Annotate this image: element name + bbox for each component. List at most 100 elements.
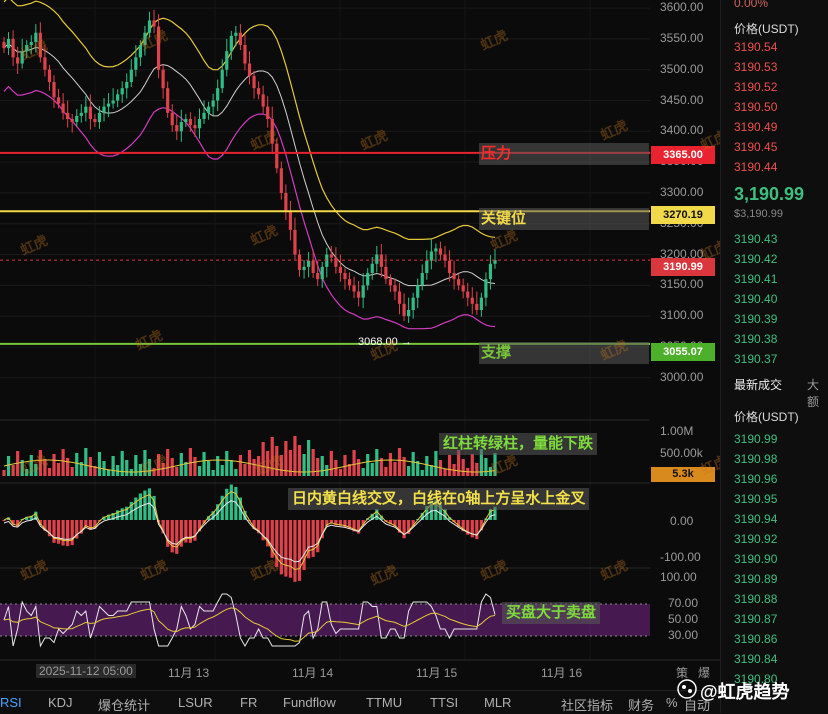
trade-price-row[interactable]: 3190.92	[734, 532, 778, 546]
volume-bar	[197, 466, 202, 476]
macd-bar	[116, 510, 120, 520]
ask-price-row[interactable]: 3190.45	[734, 140, 778, 154]
volume-bar	[493, 453, 497, 476]
candle-body	[143, 32, 147, 46]
volume-bar	[329, 451, 333, 476]
volume-bar	[347, 464, 352, 476]
macd-bar	[234, 487, 238, 520]
macd-bar	[475, 520, 479, 540]
bid-price-row[interactable]: 3190.37	[734, 352, 778, 366]
volume-bar	[447, 455, 452, 476]
candle-body	[393, 285, 397, 292]
bid-price-row[interactable]: 3190.43	[734, 232, 778, 246]
volume-bar	[20, 460, 24, 476]
volume-bar	[293, 436, 297, 476]
trade-price-row[interactable]: 3190.87	[734, 612, 778, 626]
ask-price-row[interactable]: 3190.52	[734, 80, 778, 94]
side-tool-text[interactable]: 爆	[698, 666, 711, 680]
ask-price-row[interactable]: 3190.53	[734, 60, 778, 74]
macd-bar	[352, 520, 356, 532]
rsi-tick: 50.00	[668, 612, 699, 626]
price-tick: 3300.00	[660, 184, 704, 199]
volume-bar	[338, 469, 343, 476]
price-tick: 3000.00	[660, 369, 704, 384]
trade-price-row[interactable]: 3190.89	[734, 572, 778, 586]
bid-price-row[interactable]: 3190.41	[734, 272, 778, 286]
indicator-tab[interactable]: 自动	[684, 698, 711, 713]
volume-bar	[479, 449, 483, 476]
volume-bar	[384, 467, 388, 476]
indicator-tab[interactable]: 财务	[628, 698, 655, 713]
candle-body	[220, 69, 224, 89]
bid-price-row[interactable]: 3190.38	[734, 332, 778, 346]
price-chart[interactable]	[0, 0, 720, 690]
macd-bar	[343, 520, 347, 527]
macd-bar	[193, 520, 197, 541]
volume-bar	[175, 467, 179, 476]
candle-body	[38, 32, 42, 58]
indicator-tab[interactable]: RSI	[0, 695, 22, 710]
indicator-tab[interactable]: MLR	[484, 695, 512, 710]
macd-bar	[120, 508, 124, 520]
macd-bar	[488, 509, 493, 520]
macd-bar	[311, 520, 315, 557]
indicator-tab[interactable]: 社区指标	[561, 698, 614, 713]
candle-body	[438, 248, 443, 255]
brand-icon	[677, 679, 697, 699]
volume-bar	[56, 463, 61, 476]
ask-price-row[interactable]: 3190.54	[734, 40, 778, 54]
macd-bar	[225, 488, 229, 520]
indicator-tab[interactable]: KDJ	[48, 695, 73, 710]
ask-price-row[interactable]: 3190.50	[734, 100, 778, 114]
resistance-label: 压力	[479, 143, 649, 165]
trade-price-row[interactable]: 3190.96	[734, 472, 778, 486]
bid-price-row[interactable]: 3190.42	[734, 252, 778, 266]
rsi-tick: 100.00	[660, 570, 697, 584]
volume-bar	[425, 456, 429, 476]
trade-price-row[interactable]: 3190.94	[734, 512, 778, 526]
level-lines	[0, 151, 650, 345]
macd-bar	[429, 500, 433, 520]
candle-body	[56, 97, 61, 104]
candle-body	[66, 112, 70, 119]
trade-price-row[interactable]: 3190.99	[734, 432, 778, 446]
macd-bar	[184, 520, 188, 543]
bid-price-row[interactable]: 3190.39	[734, 312, 778, 326]
indicator-tab[interactable]: Fundflow	[283, 695, 336, 710]
volume-bar	[429, 465, 433, 476]
macd-bar	[329, 520, 333, 524]
indicator-tab[interactable]: FR	[240, 695, 258, 710]
trade-price-row[interactable]: 3190.98	[734, 452, 778, 466]
indicator-tab[interactable]: 爆仓统计	[98, 698, 151, 713]
x-tick: 11月 13	[168, 666, 210, 680]
bid-price-row[interactable]: 3190.40	[734, 292, 778, 306]
tab-latest-trades[interactable]: 最新成交	[734, 378, 783, 392]
candle-body	[229, 35, 233, 52]
indicator-tab[interactable]: TTMU	[366, 695, 403, 710]
volume-bar	[397, 448, 402, 476]
volume-bar	[116, 465, 120, 476]
tab-large-trades[interactable]: 大额	[807, 378, 820, 409]
candle-body	[111, 100, 115, 104]
trade-price-row[interactable]: 3190.95	[734, 492, 778, 506]
indicator-tab[interactable]: TTSI	[430, 695, 459, 710]
trade-price-row[interactable]: 3190.86	[734, 632, 778, 646]
ask-price-row[interactable]: 3190.49	[734, 120, 778, 134]
side-tool-text[interactable]: 策	[676, 666, 689, 680]
ask-price-row[interactable]: 3190.44	[734, 160, 778, 174]
trade-price-row[interactable]: 3190.84	[734, 652, 778, 666]
macd-bar	[229, 484, 233, 520]
key-level-label: 关键位	[479, 208, 649, 230]
volume-bar	[125, 460, 129, 476]
macd-bar	[70, 520, 74, 546]
trade-price-row[interactable]: 3190.88	[734, 592, 778, 606]
macd-bar	[252, 520, 256, 529]
trade-price-row[interactable]: 3190.90	[734, 552, 778, 566]
trade-price-row[interactable]: 3190.80	[734, 672, 778, 686]
volume-bar	[484, 458, 488, 476]
indicator-tab[interactable]: LSUR	[178, 695, 213, 710]
price-tick: 3450.00	[660, 92, 704, 107]
candle-body	[120, 88, 124, 95]
indicator-tab[interactable]: %	[666, 695, 678, 710]
candle-body	[397, 291, 402, 304]
